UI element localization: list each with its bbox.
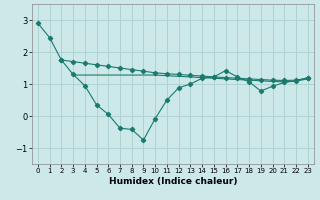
X-axis label: Humidex (Indice chaleur): Humidex (Indice chaleur): [108, 177, 237, 186]
